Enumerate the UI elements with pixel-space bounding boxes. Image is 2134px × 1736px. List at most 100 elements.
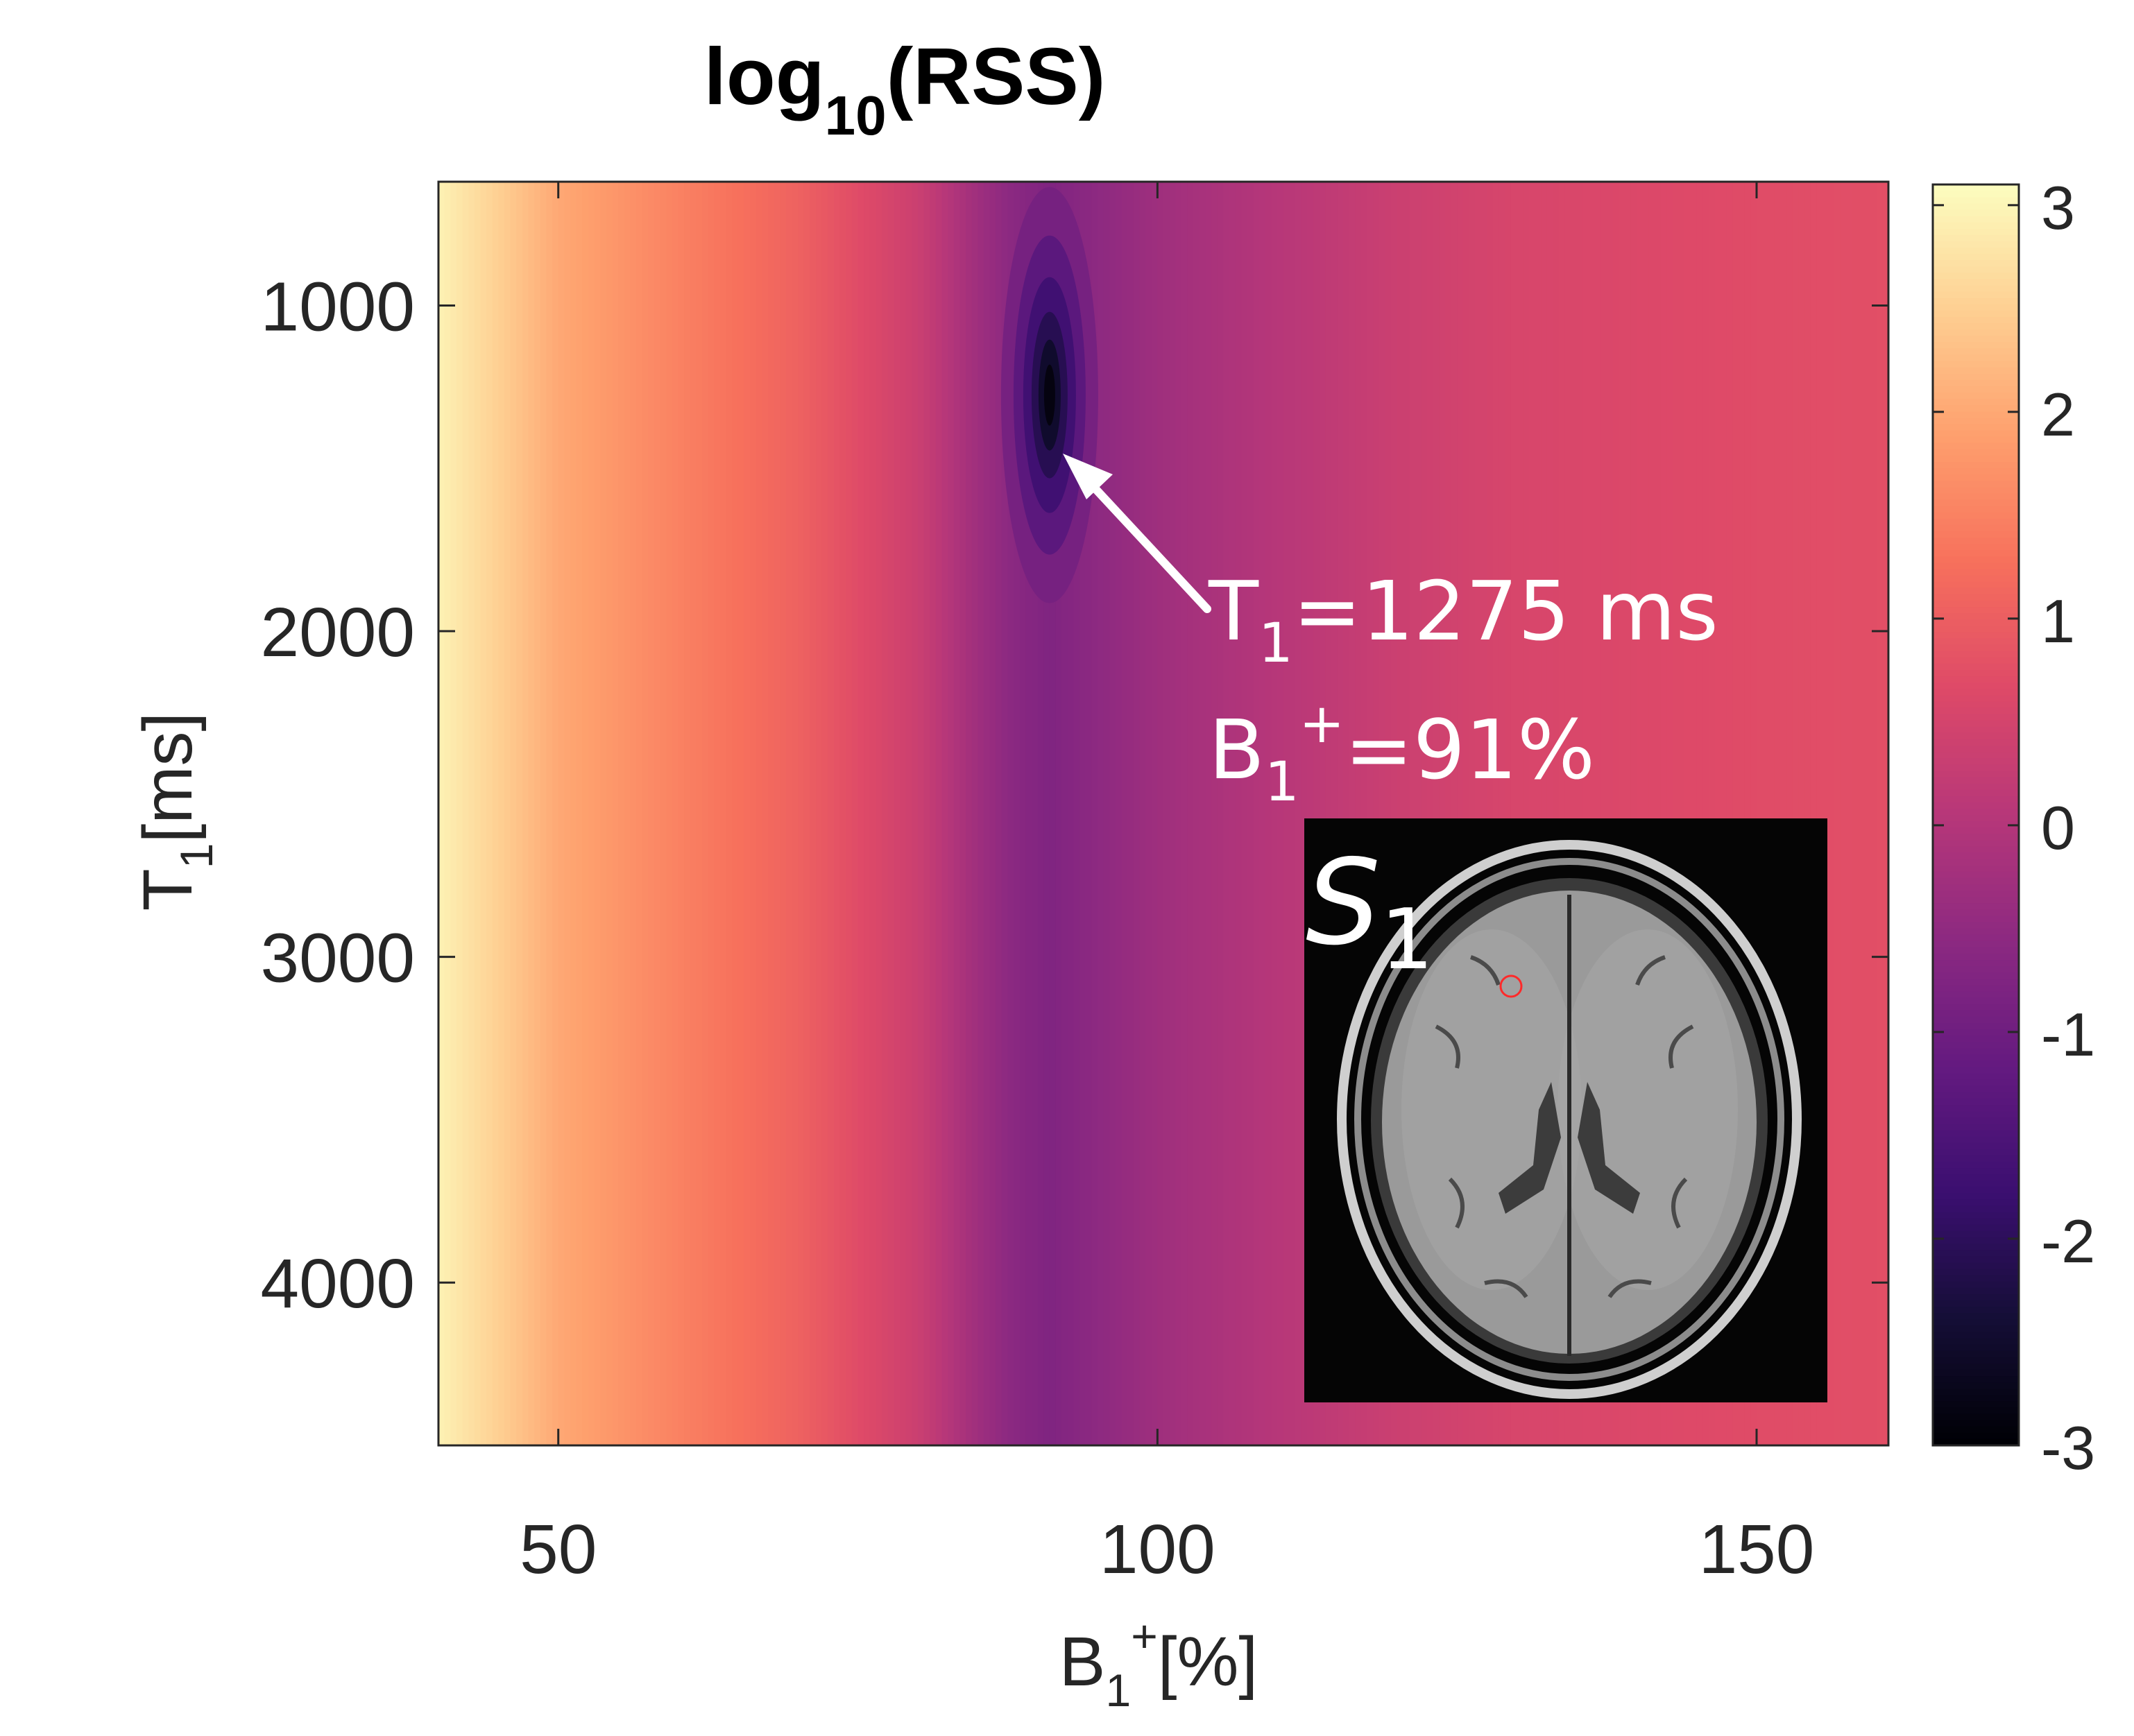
colorbar-segment	[1933, 1079, 2019, 1087]
colorbar-segment	[1933, 827, 2019, 835]
colorbar-segment	[1933, 518, 2019, 526]
heatmap-column	[1714, 182, 1722, 1445]
x-tick-label: 150	[1699, 1511, 1815, 1588]
colorbar-tick-label: 3	[2041, 173, 2075, 242]
heatmap-column	[935, 182, 943, 1445]
heatmap-column	[528, 182, 536, 1445]
heatmap-column	[1109, 182, 1116, 1445]
heatmap-column	[828, 182, 835, 1445]
colorbar-segment	[1933, 651, 2019, 658]
colorbar-segment	[1933, 600, 2019, 608]
colorbar-segment	[1933, 720, 2019, 728]
colorbar-segment	[1933, 1432, 2019, 1440]
heatmap-column	[1726, 182, 1734, 1445]
heatmap-column	[1589, 182, 1596, 1445]
colorbar-segment	[1933, 669, 2019, 678]
heatmap-column	[1217, 182, 1224, 1445]
heatmap-column	[971, 182, 979, 1445]
heatmap-column	[1792, 182, 1800, 1445]
heatmap-column	[1415, 182, 1422, 1445]
heatmap-column	[468, 182, 475, 1445]
colorbar-segment	[1933, 846, 2019, 854]
heatmap-column	[1612, 182, 1620, 1445]
roi-circle	[1499, 974, 1523, 998]
colorbar-segment	[1933, 1319, 2019, 1327]
heatmap-column	[1385, 182, 1392, 1445]
heatmap-column	[1696, 182, 1704, 1445]
colorbar-segment	[1933, 1155, 2019, 1162]
heatmap-column	[1055, 182, 1063, 1445]
colorbar-segment	[1933, 1413, 2019, 1421]
colorbar-segment	[1933, 253, 2019, 261]
colorbar-segment	[1933, 916, 2019, 923]
colorbar-segment	[1933, 1382, 2019, 1390]
colorbar-segment	[1933, 1205, 2019, 1213]
colorbar-tick-label: -2	[2041, 1207, 2095, 1275]
minimum-arrow	[1063, 454, 1211, 613]
heatmap-column	[737, 182, 745, 1445]
heatmap-column	[1582, 182, 1590, 1445]
heatmap-column	[983, 182, 991, 1445]
colorbar-segment	[1933, 512, 2019, 519]
colorbar-segment	[1933, 1016, 2019, 1024]
colorbar-segment	[1933, 1237, 2019, 1245]
heatmap-column	[1739, 182, 1745, 1445]
colorbar-segment	[1933, 891, 2019, 898]
colorbar-segment	[1933, 960, 2019, 968]
colorbar-segment	[1933, 550, 2019, 558]
colorbar-segment	[1933, 1230, 2019, 1239]
colorbar-segment	[1933, 1054, 2019, 1062]
heatmap-column	[816, 182, 823, 1445]
colorbar-segment	[1933, 386, 2019, 393]
colorbar-segment	[1933, 1085, 2019, 1093]
heatmap-column	[1073, 182, 1081, 1445]
colorbar-segment	[1933, 796, 2019, 803]
heatmap-column	[1823, 182, 1829, 1445]
colorbar-segment	[1933, 266, 2019, 274]
colorbar-segment	[1933, 613, 2019, 621]
colorbar-segment	[1933, 418, 2019, 425]
heatmap-column	[1702, 182, 1709, 1445]
heatmap-column	[930, 182, 937, 1445]
heatmap-column	[1331, 182, 1338, 1445]
y-tick-label: 1000	[261, 268, 415, 345]
x-axis-label: B1+[%]	[1059, 1610, 1258, 1716]
colorbar-segment	[1933, 298, 2019, 305]
colorbar-segment	[1933, 1187, 2019, 1194]
heatmap-column	[1241, 182, 1248, 1445]
colorbar-segment	[1933, 1262, 2019, 1270]
heatmap-column	[1804, 182, 1811, 1445]
colorbar-box	[1931, 183, 2020, 1447]
colorbar-segment	[1933, 985, 2019, 992]
x-tick-label: 50	[520, 1511, 597, 1588]
heatmap-column	[1600, 182, 1608, 1445]
heatmap-column	[1691, 182, 1698, 1445]
minimum-spot	[1000, 187, 1098, 603]
heatmap-column	[456, 182, 463, 1445]
heatmap-column	[798, 182, 805, 1445]
colorbar-segment	[1933, 247, 2019, 255]
heatmap-column	[594, 182, 601, 1445]
heatmap-column	[948, 182, 955, 1445]
colorbar-segment	[1933, 1111, 2019, 1119]
colorbar-segment	[1933, 575, 2019, 583]
heatmap-column	[989, 182, 997, 1445]
heatmap-column	[1061, 182, 1068, 1445]
heatmap-column	[953, 182, 961, 1445]
heatmap-column	[803, 182, 811, 1445]
y-tick-label: 2000	[261, 594, 415, 671]
colorbar-segment	[1933, 739, 2019, 747]
heatmap-column	[905, 182, 913, 1445]
colorbar-segment	[1933, 461, 2019, 470]
colorbar-segment	[1933, 373, 2019, 381]
heatmap-column	[1480, 182, 1488, 1445]
colorbar-segment	[1933, 1407, 2019, 1415]
colorbar-segment	[1933, 966, 2019, 974]
colorbar-segment	[1933, 1124, 2019, 1131]
colorbar-segment	[1933, 191, 2019, 198]
colorbar-segment	[1933, 1389, 2019, 1396]
heatmap-column	[1391, 182, 1398, 1445]
colorbar-segment	[1933, 802, 2019, 809]
colorbar-segment	[1933, 1199, 2019, 1207]
